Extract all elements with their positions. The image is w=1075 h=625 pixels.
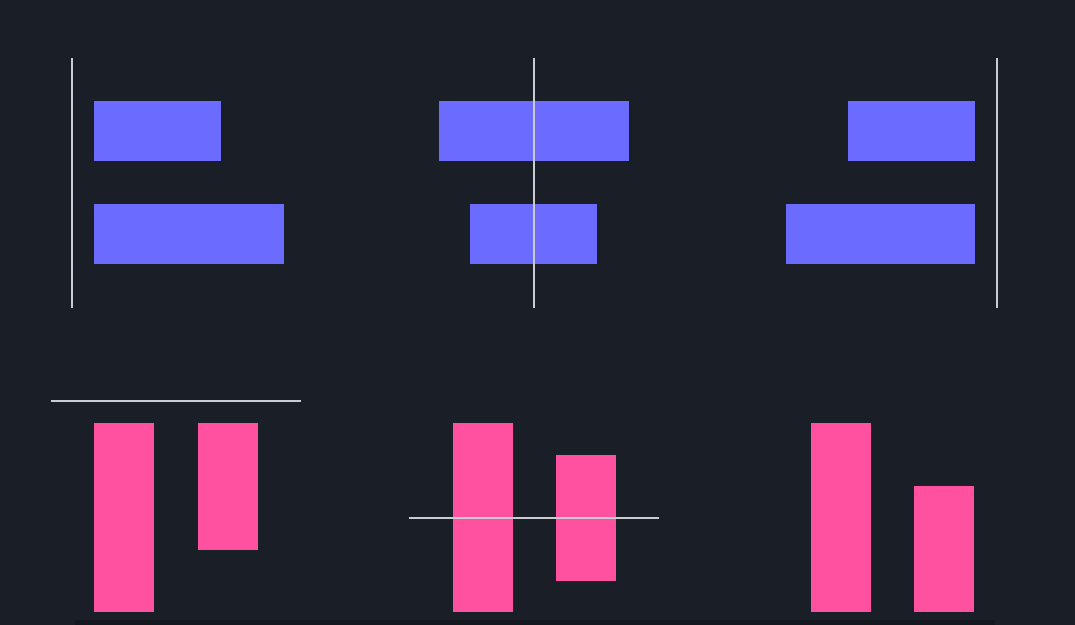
top-aligned-short-bar: [198, 423, 258, 550]
bottom-aligned-short-bar: [914, 486, 974, 612]
right-aligned-short-bar: [848, 101, 975, 161]
middle-alignment-guide: [409, 517, 659, 519]
top-aligned-tall-bar: [94, 423, 154, 612]
bottom-aligned-tall-bar: [811, 423, 871, 612]
right-alignment-guide: [996, 58, 998, 308]
top-alignment-guide: [51, 400, 301, 402]
left-aligned-short-bar: [94, 101, 221, 161]
left-alignment-guide: [71, 58, 73, 308]
right-aligned-long-bar: [786, 204, 975, 264]
bottom-edge-strip: [75, 620, 995, 625]
left-aligned-long-bar: [94, 204, 284, 264]
center-alignment-guide: [533, 58, 535, 308]
